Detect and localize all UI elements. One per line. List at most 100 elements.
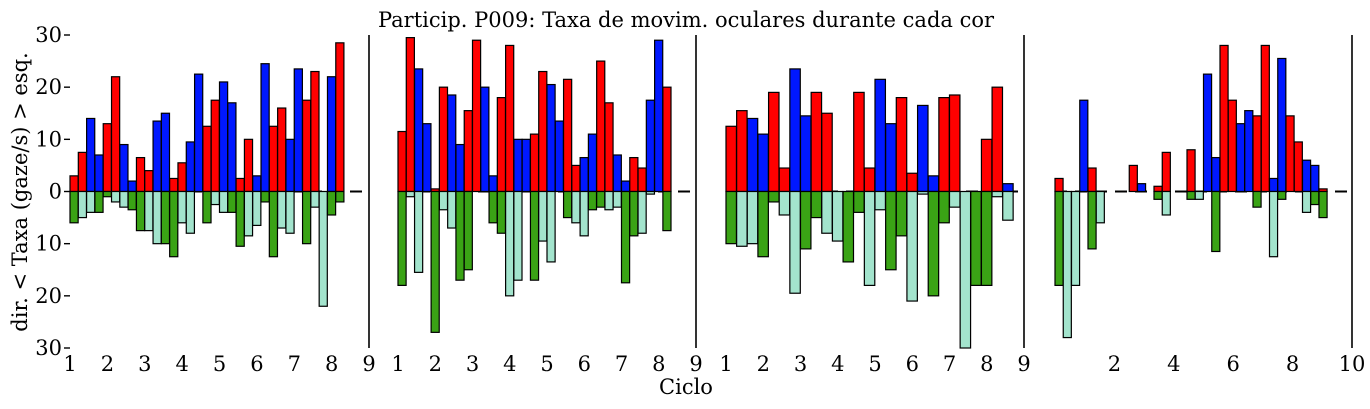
bar-up-p2-c3-3 xyxy=(480,86,490,193)
bar-up-p3-c7-1 xyxy=(980,138,993,193)
bar-down-p2-c3-4 xyxy=(488,190,498,224)
bar-down-p2-c2-3 xyxy=(447,190,457,229)
x-tick-label: 5 xyxy=(540,352,553,376)
bar-down-p3-c1-3 xyxy=(746,190,759,245)
x-tick-label: 9 xyxy=(362,352,375,376)
bar-down-p3-c1-1 xyxy=(725,190,738,245)
bar-up-p4-c7-4 xyxy=(1277,57,1287,193)
bar-down-p2-c5-1 xyxy=(529,190,540,281)
bar-down-p3-c5-4 xyxy=(927,190,940,297)
bar-down-p3-c5-1 xyxy=(895,190,908,237)
bar-down-p1-c3-2 xyxy=(144,190,154,232)
bar-up-p2-c5-4 xyxy=(554,120,564,193)
bar-up-p2-c9-1 xyxy=(662,86,672,193)
y-tick-label: 10 xyxy=(35,127,62,151)
bar-up-p1-c7-3 xyxy=(285,138,295,193)
y-axis-ticks: 30 20 10 0 10 20 30 xyxy=(35,23,70,360)
bar-down-p3-c7-1 xyxy=(980,190,993,287)
bar-down-p1-c3-4 xyxy=(160,190,171,245)
bar-up-p1-c6-4 xyxy=(260,63,270,193)
bar-down-p3-c6-2 xyxy=(948,190,961,208)
y-tick-label: 10 xyxy=(35,232,62,256)
x-tick-label: 4 xyxy=(831,352,844,376)
bar-up-p4-c1-4 xyxy=(1079,99,1089,193)
bar-up-p1-c8-1 xyxy=(301,99,312,193)
bar-up-p4-c6-1 xyxy=(1219,44,1229,193)
bar-up-p3-c3-2 xyxy=(821,112,833,193)
bar-up-p1-c8-2 xyxy=(310,70,320,193)
bar-up-p4-c4-2 xyxy=(1161,151,1171,193)
bar-up-p4-c7-1 xyxy=(1252,115,1262,193)
bar-down-p3-c7-2 xyxy=(991,190,1004,198)
x-tick-label: 9 xyxy=(1017,352,1030,376)
bar-up-p4-c8-2 xyxy=(1293,141,1303,193)
bar-up-p2-c8-4 xyxy=(654,39,664,193)
bar-down-p2-c7-4 xyxy=(620,190,631,284)
bar-up-p1-c3-3 xyxy=(152,120,162,193)
x-tick-label: 4 xyxy=(503,352,516,376)
x-tick-label: 2 xyxy=(101,352,114,376)
bar-down-p3-c2-4 xyxy=(799,190,812,250)
bar-down-p4-c4-2 xyxy=(1161,190,1171,216)
bar-up-p2-c4-2 xyxy=(505,44,515,193)
y-tick-label: 20 xyxy=(35,284,62,308)
bar-down-p3-c5-3 xyxy=(916,190,929,195)
bar-down-p3-c6-1 xyxy=(938,190,950,224)
bar-up-p3-c5-2 xyxy=(906,172,918,193)
bar-up-p3-c1-3 xyxy=(746,117,759,193)
x-tick-label: 6 xyxy=(250,352,263,376)
bar-down-p1-c1-3 xyxy=(86,190,96,213)
bar-down-p2-c1-3 xyxy=(413,190,424,273)
bar-up-p2-c5-3 xyxy=(546,83,556,193)
bar-up-p1-c7-1 xyxy=(268,125,279,193)
x-tick-label: 1 xyxy=(391,352,404,376)
bar-down-p1-c9-1 xyxy=(335,190,345,203)
x-tick-label: 9 xyxy=(689,352,702,376)
bar-up-p1-c4-3 xyxy=(185,141,196,193)
bar-down-p4-c2-1 xyxy=(1087,190,1097,250)
bar-down-p2-c7-1 xyxy=(596,190,606,208)
bar-down-p1-c7-3 xyxy=(285,190,295,234)
bar-down-p1-c4-3 xyxy=(185,190,196,234)
bar-down-p4-c7-4 xyxy=(1277,190,1287,200)
bar-down-p1-c8-3 xyxy=(318,190,328,307)
bar-down-p1-c8-2 xyxy=(310,190,320,208)
bar-up-p4-c1-1 xyxy=(1054,177,1064,193)
bar-up-p4-c2-1 xyxy=(1087,167,1097,193)
bar-up-p1-c2-2 xyxy=(110,76,121,193)
bar-down-p2-c8-3 xyxy=(645,190,656,195)
x-tick-label: 2 xyxy=(1108,352,1121,376)
bar-down-p3-c6-3 xyxy=(959,190,972,349)
x-tick-label: 3 xyxy=(466,352,479,376)
bar-up-p2-c1-1 xyxy=(397,130,407,193)
x-tick-label: 7 xyxy=(615,352,628,376)
bar-down-p1-c2-2 xyxy=(110,190,121,203)
x-tick-label: 1 xyxy=(63,352,76,376)
bar-up-p3-c5-3 xyxy=(916,104,929,193)
x-axis-label: Ciclo xyxy=(659,375,713,399)
bar-down-p1-c1-2 xyxy=(77,190,88,219)
bar-up-p4-c8-1 xyxy=(1285,115,1295,193)
bar-down-p2-c5-2 xyxy=(538,190,548,242)
bar-down-p1-c2-3 xyxy=(119,190,129,208)
y-tick-label: 30 xyxy=(35,23,62,47)
bar-up-p4-c3-2 xyxy=(1128,164,1138,193)
bar-up-p2-c7-2 xyxy=(604,102,614,193)
bar-up-p3-c1-1 xyxy=(725,125,738,193)
x-tick-label: 10 xyxy=(1339,352,1366,376)
x-tick-label: 6 xyxy=(1227,352,1240,376)
bar-up-p2-c3-1 xyxy=(463,110,473,193)
x-tick-label: 8 xyxy=(652,352,665,376)
bar-up-p3-c2-1 xyxy=(767,91,780,193)
bar-down-p3-c1-4 xyxy=(757,190,769,258)
bar-up-p2-c7-1 xyxy=(596,60,606,193)
bar-down-p2-c4-2 xyxy=(505,190,515,297)
bar-down-p4-c7-3 xyxy=(1268,190,1279,258)
bar-up-p2-c5-2 xyxy=(538,70,548,193)
bar-up-p3-c6-2 xyxy=(948,94,961,193)
bar-down-p1-c4-1 xyxy=(169,190,179,258)
